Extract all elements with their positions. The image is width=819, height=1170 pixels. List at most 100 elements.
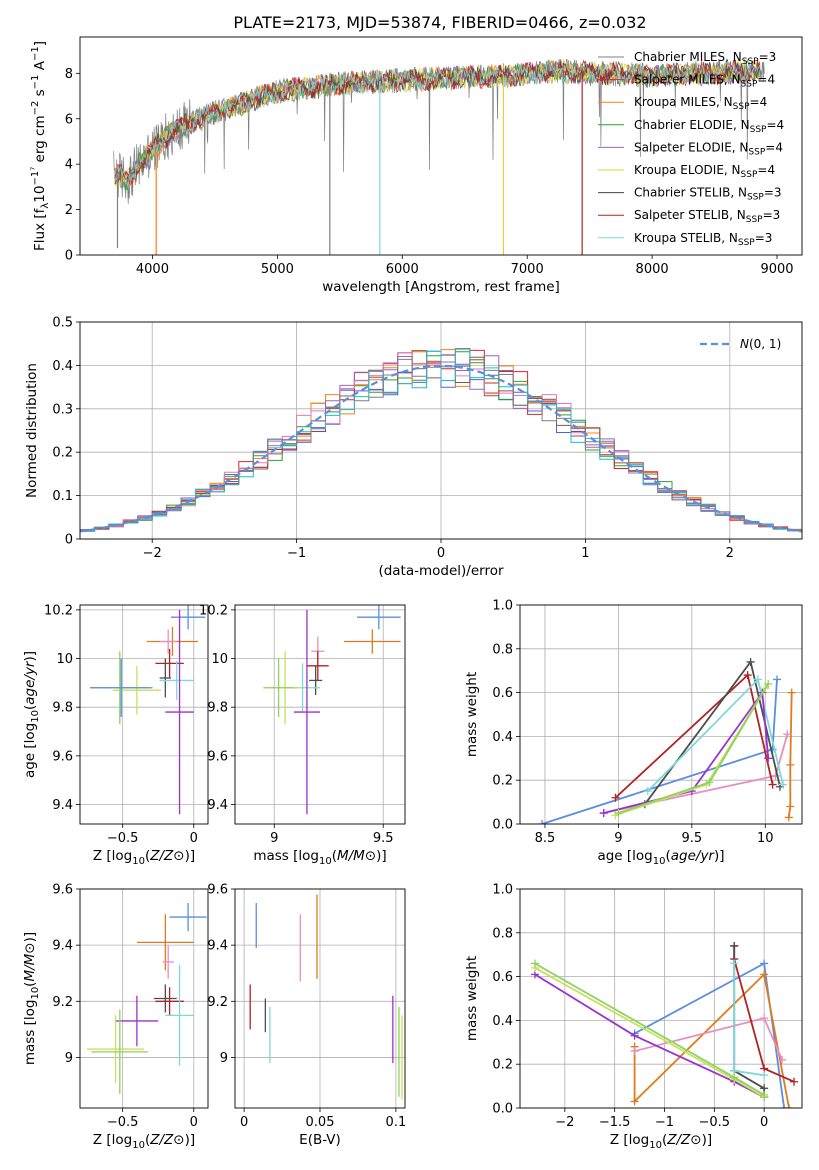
spectrum-lines xyxy=(113,58,765,255)
x-tick-label: 8000 xyxy=(636,262,669,277)
y-tick-label: 0 xyxy=(65,249,73,264)
weight-marker xyxy=(630,1031,639,1040)
weight-vs-age-xlabel: age [log10(age/yr)] xyxy=(597,848,724,867)
y-tick-label: 0.2 xyxy=(52,446,73,461)
weight-marker xyxy=(730,1073,739,1082)
age-vs-z-axes: −0.5 0 9.4 9.6 9.8 10 10.2 xyxy=(44,603,208,846)
y-tick-label: 9 xyxy=(220,1051,228,1066)
weight-marker xyxy=(611,793,620,802)
data-point xyxy=(343,629,401,654)
weight-marker xyxy=(743,671,752,680)
legend-entry: Chabrier STELIB, NSSP=3 xyxy=(634,186,782,203)
y-tick-label: 0.4 xyxy=(492,730,513,745)
data-point xyxy=(293,609,320,815)
y-tick-label: 9.2 xyxy=(207,995,228,1010)
data-point xyxy=(165,964,194,1066)
weight-marker xyxy=(773,675,782,684)
y-tick-label: 0.0 xyxy=(492,818,513,833)
weight-marker xyxy=(730,959,739,968)
x-tick-label: 9 xyxy=(614,831,622,846)
legend-entry: Kroupa ELODIE, NSSP=4 xyxy=(634,163,775,180)
x-tick-label: −0.5 xyxy=(107,831,139,846)
weight-marker xyxy=(614,809,623,818)
weight-marker xyxy=(760,1014,769,1023)
y-tick-label: 9.2 xyxy=(52,995,73,1010)
residuals-xlabel: (data-model)/error xyxy=(378,563,504,579)
age-vs-mass-xlabel: mass [log10(M/M⊙)] xyxy=(253,848,386,867)
age-vs-z-points xyxy=(89,605,206,815)
weight-marker xyxy=(790,1077,799,1086)
y-tick-label: 0.5 xyxy=(52,316,73,331)
y-tick-label: 9 xyxy=(65,1051,73,1066)
data-point xyxy=(159,658,172,698)
x-tick-label: −1 xyxy=(287,546,306,561)
mass-vs-ebv-points xyxy=(249,894,403,1100)
data-point xyxy=(171,605,206,630)
y-tick-label: 8 xyxy=(65,67,73,82)
data-point xyxy=(169,903,207,932)
weight-line xyxy=(603,690,770,814)
data-point xyxy=(136,914,194,971)
weight-marker xyxy=(753,675,762,684)
y-tick-label: 0.3 xyxy=(52,402,73,417)
weight-marker xyxy=(780,1104,789,1108)
y-tick-label: 0.8 xyxy=(492,926,513,941)
x-tick-label: 0 xyxy=(190,831,198,846)
x-tick-label: 0 xyxy=(437,546,445,561)
mass-vs-z-axes: −0.5 0 9 9.2 9.4 9.6 xyxy=(52,883,208,1130)
weight-marker xyxy=(599,809,608,818)
data-point xyxy=(87,1015,144,1083)
data-point xyxy=(162,945,174,979)
x-tick-label: 0 xyxy=(760,1115,768,1130)
y-tick-label: 0.6 xyxy=(492,686,513,701)
data-point xyxy=(309,665,323,696)
weight-vs-z-ylabel: mass weight xyxy=(464,956,480,1041)
y-tick-label: 0.2 xyxy=(492,774,513,789)
mass-vs-z-frame xyxy=(79,888,209,1109)
x-tick-label: 5000 xyxy=(261,262,294,277)
y-tick-label: 10.2 xyxy=(199,603,228,618)
weight-marker xyxy=(785,1104,794,1108)
spectrum-model-line xyxy=(114,59,760,185)
weight-marker xyxy=(786,760,795,769)
x-tick-label: 9.5 xyxy=(682,831,703,846)
x-tick-label: −1 xyxy=(655,1115,674,1130)
x-tick-label: 0 xyxy=(240,1115,248,1130)
weight-vs-z-frame xyxy=(519,888,803,1109)
age-vs-z-ylabel: age [log10(age/yr)] xyxy=(22,651,41,778)
x-tick-label: 7000 xyxy=(511,262,544,277)
weight-vs-age-axes: 8.5 9 9.5 10 0.0 0.2 0.4 0.6 0.8 1.0 xyxy=(492,599,802,846)
weight-marker xyxy=(705,778,714,787)
weight-marker xyxy=(786,802,795,811)
y-tick-label: 9.4 xyxy=(52,939,73,954)
age-vs-mass-frame xyxy=(234,604,406,825)
legend-entry: Kroupa STELIB, NSSP=3 xyxy=(634,231,772,248)
weight-marker xyxy=(783,730,792,739)
weight-marker xyxy=(760,970,769,979)
weight-marker xyxy=(630,1047,639,1056)
y-tick-label: 1.0 xyxy=(492,599,513,614)
x-tick-label: 9.5 xyxy=(373,831,394,846)
x-tick-label: 2 xyxy=(726,546,734,561)
weight-marker xyxy=(730,941,739,950)
weight-marker xyxy=(768,780,777,789)
weight-marker xyxy=(778,780,787,789)
data-point xyxy=(263,658,294,717)
age-vs-z-frame xyxy=(79,604,209,825)
y-tick-label: 0.6 xyxy=(492,970,513,985)
x-tick-label: 10 xyxy=(757,831,774,846)
spectrum-legend: Chabrier MILES, NSSP=3 Salpeter MILES, NS… xyxy=(598,50,784,248)
y-tick-label: 0.2 xyxy=(492,1058,513,1073)
x-tick-label: 1 xyxy=(581,546,589,561)
mass-vs-z-xlabel: Z [log10(Z/Z⊙)] xyxy=(93,1132,195,1151)
y-tick-label: 10.2 xyxy=(44,603,73,618)
x-tick-label: 9000 xyxy=(760,262,793,277)
spectrum-ylabel: Flux [fλ10−1⁷ erg cm−2 s−1 A−1] xyxy=(30,41,51,251)
x-tick-label: −1.5 xyxy=(599,1115,631,1130)
y-tick-label: 0.4 xyxy=(492,1014,513,1029)
legend-entry: Salpeter ELODIE, NSSP=4 xyxy=(634,140,783,157)
weight-marker xyxy=(764,679,773,688)
x-tick-label: 6000 xyxy=(386,262,419,277)
y-tick-label: 9.6 xyxy=(52,749,73,764)
y-tick-label: 0.1 xyxy=(52,489,73,504)
